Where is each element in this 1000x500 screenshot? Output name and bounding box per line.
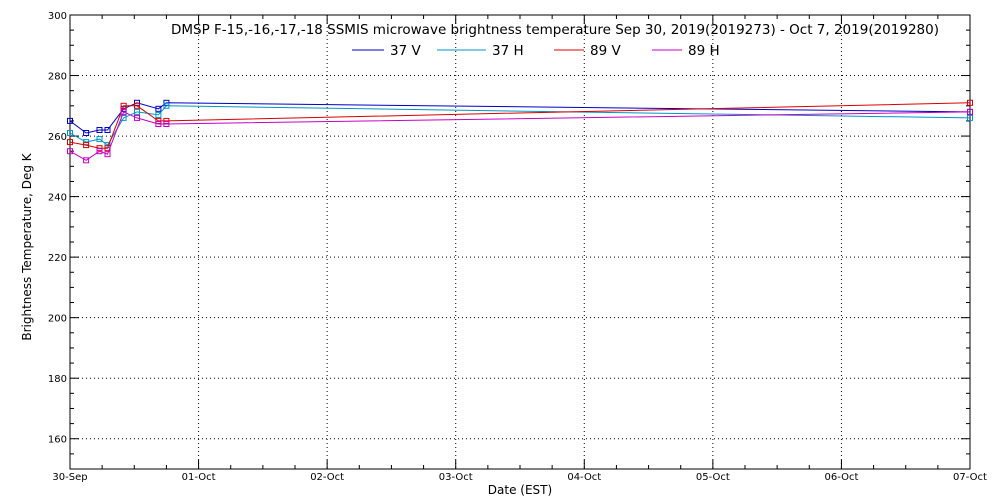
legend-label: 89 V [590, 43, 621, 59]
data-point [967, 114, 973, 121]
x-tick-label: 05-Oct [696, 472, 730, 483]
x-axis-title: Date (EST) [488, 483, 552, 497]
data-point [163, 121, 170, 127]
x-tick-label: 03-Oct [439, 472, 473, 483]
y-tick-label: 240 [48, 193, 67, 204]
x-tick-label: 06-Oct [824, 472, 858, 483]
data-point [155, 121, 162, 127]
legend-label: 37 H [492, 43, 524, 59]
data-point [83, 142, 90, 149]
x-tick-label: 02-Oct [310, 472, 344, 483]
series-89-v [67, 99, 973, 152]
data-point [967, 108, 973, 115]
data-point [155, 111, 162, 118]
data-point [96, 127, 103, 133]
data-series [67, 99, 973, 164]
legend-item: 89 H [652, 43, 720, 59]
legend-label: 89 H [688, 43, 720, 59]
y-tick-label: 280 [48, 72, 67, 83]
data-point [134, 108, 140, 115]
data-point [163, 117, 170, 124]
legend-item: 37 H [437, 43, 524, 59]
x-tick-label: 07-Oct [953, 472, 987, 483]
series-89-h [67, 108, 973, 164]
legend-label: 37 V [390, 43, 421, 59]
y-tick-label: 200 [48, 314, 67, 325]
data-point [67, 148, 73, 155]
data-point [120, 108, 127, 115]
axis-ticks [69, 14, 971, 470]
y-tick-label: 300 [48, 11, 67, 22]
data-point [134, 102, 140, 109]
data-point [120, 102, 127, 109]
data-point [163, 102, 170, 109]
data-point [67, 117, 73, 124]
y-tick-label: 180 [48, 374, 67, 385]
y-tick-label: 220 [48, 253, 67, 264]
data-point [96, 148, 103, 155]
data-point [134, 114, 140, 121]
y-tick-label: 260 [48, 132, 67, 143]
data-point [96, 136, 103, 143]
legend-item: 37 V [352, 43, 421, 59]
data-point [104, 127, 111, 133]
data-point [155, 117, 162, 124]
data-point [83, 130, 90, 136]
x-tick-label: 04-Oct [567, 472, 601, 483]
x-tick-label: 01-Oct [182, 472, 216, 483]
y-axis-title: Brightness Temperature, Deg K [20, 152, 34, 340]
tick-labels: 160 180 200 220 240 260 280 300 30-Sep 01-Oct 02-O… [48, 11, 987, 483]
legend: 37 V 37 H 89 V 89 H [352, 43, 720, 59]
plot-area [69, 14, 971, 470]
x-tick-label: 30-Sep [52, 472, 87, 483]
data-point [967, 99, 973, 106]
chart-title: DMSP F-15,-16,-17,-18 SSMIS microwave br… [171, 22, 939, 38]
data-point [67, 130, 73, 136]
data-point [67, 139, 73, 146]
data-point [155, 105, 162, 112]
y-tick-label: 160 [48, 435, 67, 446]
series-line [69, 105, 971, 146]
legend-item: 89 V [554, 43, 621, 59]
data-point [83, 157, 90, 164]
data-point [104, 151, 111, 158]
